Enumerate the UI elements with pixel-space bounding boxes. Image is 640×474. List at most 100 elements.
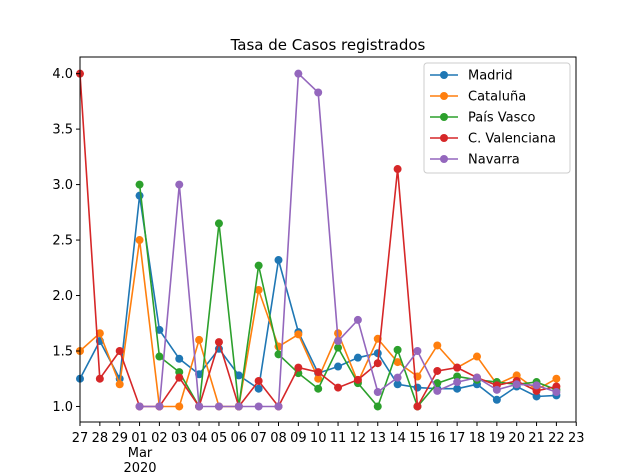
data-point — [95, 329, 104, 338]
data-point — [234, 371, 243, 380]
x-tick-label: 27 — [72, 431, 89, 446]
data-point — [512, 380, 521, 389]
x-tick-label: 03 — [171, 431, 188, 446]
data-point — [393, 345, 402, 354]
x-tick-label: 10 — [310, 431, 327, 446]
x-tick-label: 11 — [330, 431, 347, 446]
data-point — [254, 402, 263, 411]
data-point — [413, 402, 422, 411]
data-point — [373, 359, 382, 368]
data-point — [254, 384, 263, 393]
data-point — [175, 180, 184, 189]
x-month-label: Mar — [128, 446, 153, 461]
data-point — [155, 402, 164, 411]
data-point — [195, 335, 204, 344]
data-point — [393, 358, 402, 367]
data-point — [254, 261, 263, 270]
legend-label: País Vasco — [468, 111, 536, 126]
y-tick-label: 1.0 — [52, 400, 73, 415]
data-point — [135, 236, 144, 245]
data-point — [334, 337, 343, 346]
x-tick-label: 13 — [369, 431, 386, 446]
data-point — [353, 375, 362, 384]
x-tick-label: 09 — [290, 431, 307, 446]
data-point — [373, 388, 382, 397]
data-point — [175, 373, 184, 382]
data-point — [552, 374, 561, 383]
data-point — [314, 374, 323, 383]
x-tick-label: 05 — [211, 431, 228, 446]
data-point — [453, 384, 462, 393]
data-point — [433, 386, 442, 395]
data-point — [334, 362, 343, 371]
data-point — [532, 392, 541, 401]
data-point — [135, 402, 144, 411]
x-tick-label: 04 — [191, 431, 208, 446]
data-point — [373, 402, 382, 411]
x-tick-label: 12 — [350, 431, 367, 446]
data-point — [552, 388, 561, 397]
x-axis: 27 28 29 01 02 03 04 05 06 07 08 09 10 11 12 13 14 15 16 17… — [72, 422, 585, 446]
data-point — [214, 402, 223, 411]
data-point — [393, 165, 402, 174]
x-tick-label: 17 — [449, 431, 466, 446]
y-tick-label: 4.0 — [52, 67, 73, 82]
data-point — [254, 285, 263, 294]
data-point — [413, 346, 422, 355]
x-tick-label: 28 — [92, 431, 109, 446]
data-point — [294, 69, 303, 78]
data-point — [334, 383, 343, 392]
data-point — [433, 366, 442, 375]
x-tick-label: 01 — [131, 431, 148, 446]
data-point — [532, 386, 541, 395]
data-point — [334, 343, 343, 352]
data-point — [274, 256, 283, 265]
data-point — [353, 353, 362, 362]
data-point — [453, 378, 462, 387]
data-point — [393, 380, 402, 389]
legend-marker — [440, 134, 448, 142]
y-tick-label: 3.5 — [52, 123, 73, 138]
data-point — [453, 372, 462, 381]
legend-box — [423, 62, 571, 174]
data-point — [135, 191, 144, 200]
x-tick-label: 19 — [489, 431, 506, 446]
data-point — [274, 402, 283, 411]
data-point — [195, 402, 204, 411]
legend-label: Cataluña — [468, 90, 526, 105]
data-point — [453, 363, 462, 372]
data-point — [314, 384, 323, 393]
data-point — [314, 88, 323, 97]
legend-marker — [440, 92, 448, 100]
data-point — [433, 341, 442, 350]
data-point — [115, 346, 124, 355]
data-point — [175, 402, 184, 411]
data-point — [314, 368, 323, 377]
x-tick-label: 16 — [429, 431, 446, 446]
data-point — [473, 373, 481, 382]
data-point — [353, 315, 362, 324]
legend-marker — [440, 113, 448, 121]
data-point — [492, 395, 501, 404]
plot-frame — [79, 56, 577, 423]
x-tick-label: 20 — [508, 431, 525, 446]
x-year-label: 2020 — [123, 461, 156, 474]
chart-title: Tasa de Casos registrados — [230, 36, 426, 54]
data-point — [175, 368, 184, 377]
data-point — [473, 352, 481, 361]
data-point — [175, 354, 184, 363]
x-tick-label: 15 — [409, 431, 426, 446]
y-tick-label: 2.5 — [52, 234, 73, 249]
data-point — [254, 376, 263, 385]
x-tick-label: 18 — [469, 431, 486, 446]
legend-marker — [440, 71, 448, 79]
x-tick-label: 06 — [231, 431, 248, 446]
legend-marker — [440, 155, 448, 163]
data-point — [532, 381, 541, 390]
legend-label: C. Valenciana — [468, 132, 556, 147]
y-tick-label: 3.0 — [52, 178, 73, 193]
legend-label: Madrid — [468, 69, 513, 84]
legend: Madrid Cataluña País Vasco C. Valenciana Nav… — [423, 62, 571, 174]
data-point — [155, 352, 164, 361]
y-tick-label: 1.5 — [52, 344, 73, 359]
